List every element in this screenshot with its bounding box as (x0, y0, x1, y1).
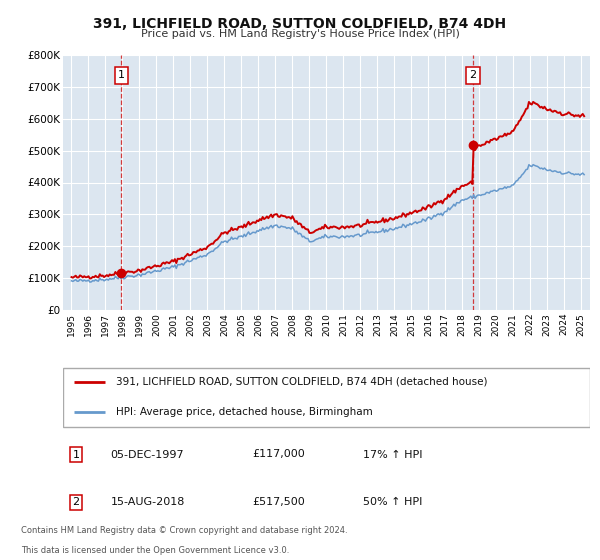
Text: Contains HM Land Registry data © Crown copyright and database right 2024.: Contains HM Land Registry data © Crown c… (21, 526, 347, 535)
Text: 2: 2 (73, 497, 80, 507)
Text: 05-DEC-1997: 05-DEC-1997 (110, 450, 184, 460)
FancyBboxPatch shape (63, 367, 590, 427)
Text: 17% ↑ HPI: 17% ↑ HPI (363, 450, 423, 460)
Text: This data is licensed under the Open Government Licence v3.0.: This data is licensed under the Open Gov… (21, 546, 289, 555)
Text: 391, LICHFIELD ROAD, SUTTON COLDFIELD, B74 4DH: 391, LICHFIELD ROAD, SUTTON COLDFIELD, B… (94, 17, 506, 31)
Text: £117,000: £117,000 (253, 450, 305, 460)
Text: 1: 1 (73, 450, 80, 460)
Text: 15-AUG-2018: 15-AUG-2018 (110, 497, 185, 507)
Text: 1: 1 (118, 71, 125, 81)
Text: Price paid vs. HM Land Registry's House Price Index (HPI): Price paid vs. HM Land Registry's House … (140, 29, 460, 39)
Text: 2: 2 (469, 71, 476, 81)
Text: 391, LICHFIELD ROAD, SUTTON COLDFIELD, B74 4DH (detached house): 391, LICHFIELD ROAD, SUTTON COLDFIELD, B… (116, 377, 487, 387)
Text: 50% ↑ HPI: 50% ↑ HPI (363, 497, 422, 507)
Text: HPI: Average price, detached house, Birmingham: HPI: Average price, detached house, Birm… (116, 407, 373, 417)
Text: £517,500: £517,500 (253, 497, 305, 507)
